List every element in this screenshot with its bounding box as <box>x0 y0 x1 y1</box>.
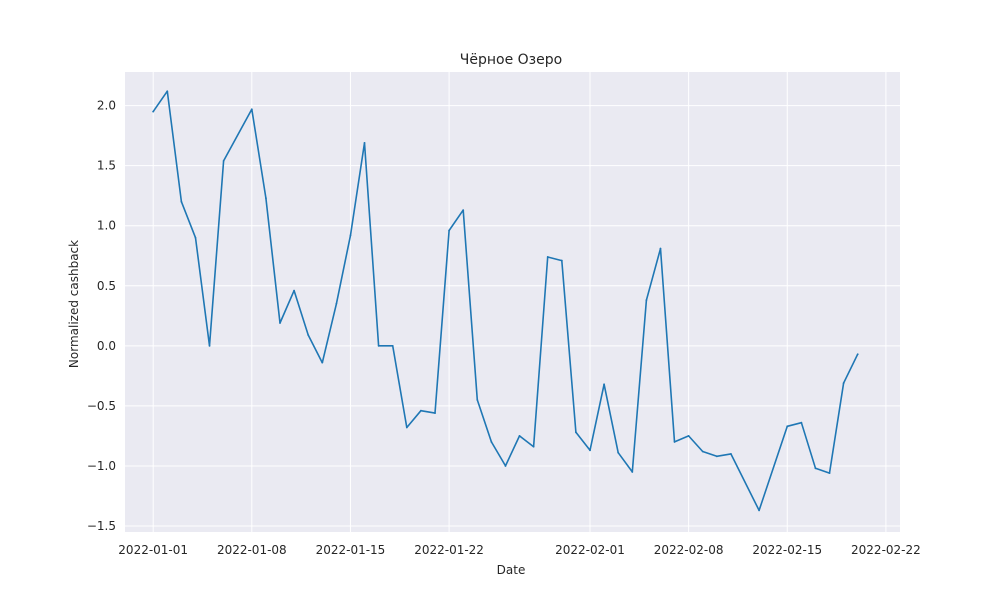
data-point <box>420 409 422 412</box>
y-tick-label: 2.0 <box>97 99 116 113</box>
chart-title: Чёрное Озеро <box>460 52 562 68</box>
data-point <box>448 229 450 232</box>
data-point <box>814 467 817 470</box>
y-tick-label: 1.0 <box>97 219 116 233</box>
data-point <box>462 209 465 212</box>
data-point <box>631 471 634 473</box>
y-axis-title: Normalized cashback <box>67 240 81 368</box>
data-point <box>659 247 662 250</box>
data-point <box>532 445 535 448</box>
y-tick-label: −1.5 <box>87 519 116 533</box>
data-point <box>222 159 225 162</box>
x-axis-title: Date <box>497 563 526 577</box>
data-point <box>377 344 380 347</box>
series-points <box>152 90 859 512</box>
data-point <box>673 441 676 443</box>
data-point <box>152 110 155 113</box>
x-tick-label: 2022-01-01 <box>118 543 188 557</box>
x-tick-label: 2022-02-08 <box>654 543 724 557</box>
data-point <box>279 322 281 324</box>
y-tick-label: 0.5 <box>97 279 116 293</box>
y-tick-label: −0.5 <box>87 399 116 413</box>
data-point <box>349 234 352 237</box>
data-point <box>166 90 169 93</box>
x-tick-label: 2022-01-15 <box>316 543 386 557</box>
data-point <box>575 431 577 434</box>
data-point <box>560 259 563 262</box>
data-point <box>265 197 267 200</box>
data-point <box>293 289 295 292</box>
x-tick-label: 2022-02-22 <box>851 543 921 557</box>
data-point <box>321 361 324 364</box>
data-point <box>617 451 620 454</box>
data-point <box>208 344 211 347</box>
data-point <box>687 435 690 437</box>
y-tick-label: 0.0 <box>97 339 116 353</box>
data-point <box>603 383 605 386</box>
y-tick-label: −1.0 <box>87 459 116 473</box>
data-point <box>730 453 732 455</box>
data-point <box>701 450 704 453</box>
x-tick-label: 2022-02-15 <box>752 543 822 557</box>
data-point <box>546 256 549 258</box>
data-point <box>335 302 338 305</box>
data-point <box>504 465 507 467</box>
y-tick-label: 1.5 <box>97 159 116 173</box>
data-point <box>363 141 366 144</box>
data-point <box>434 412 436 414</box>
data-point <box>180 200 183 203</box>
series-line <box>152 90 859 512</box>
data-point <box>391 344 394 347</box>
plot-background <box>125 72 900 532</box>
data-point <box>715 455 718 458</box>
data-point <box>800 421 803 424</box>
x-tick-label: 2022-01-22 <box>414 543 484 557</box>
data-point <box>476 398 479 401</box>
data-point <box>758 509 760 512</box>
data-point <box>307 334 310 336</box>
data-point <box>786 425 789 428</box>
x-gridlines <box>152 72 887 532</box>
x-tick-label: 2022-02-01 <box>555 543 625 557</box>
x-tick-label: 2022-01-08 <box>217 543 287 557</box>
data-point <box>250 108 253 111</box>
data-point <box>828 472 831 475</box>
y-gridlines <box>125 105 900 527</box>
data-point <box>589 449 591 452</box>
data-point <box>194 236 197 239</box>
data-point <box>842 382 845 384</box>
y-tick-labels: 2.0 1.5 1.0 0.5 0.0 −0.5 −1.0 −1.5 <box>87 99 116 533</box>
data-point <box>405 426 408 429</box>
data-point <box>856 353 859 356</box>
data-point <box>490 441 493 443</box>
data-point <box>645 299 648 302</box>
x-tick-labels: 2022-01-01 2022-01-08 2022-01-15 2022-01-22… <box>118 543 920 557</box>
data-point <box>518 435 521 437</box>
